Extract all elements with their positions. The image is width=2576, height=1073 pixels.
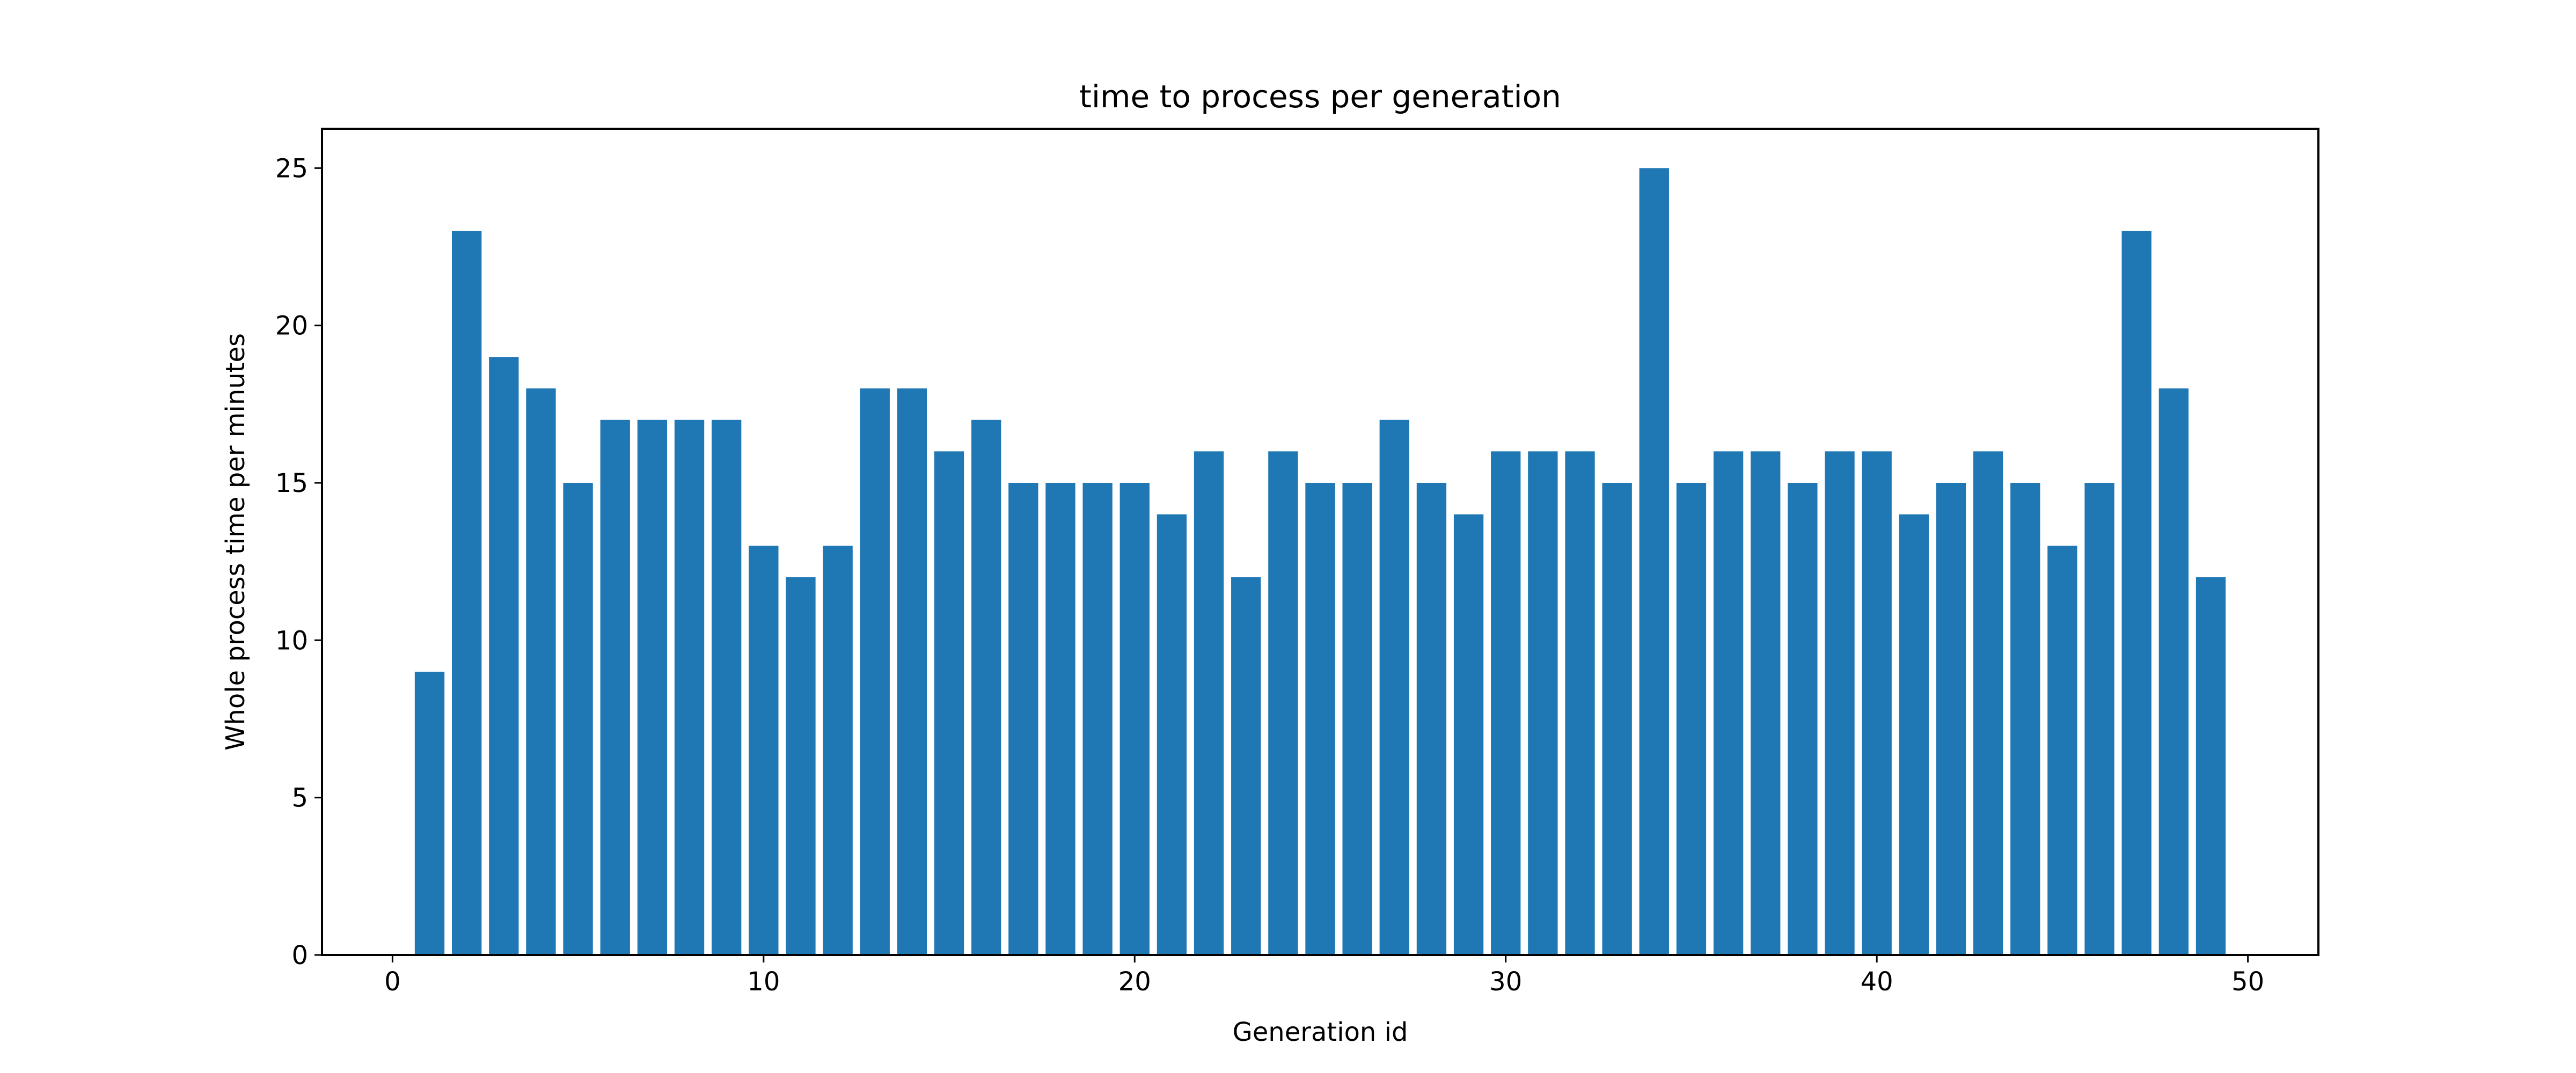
bar <box>2047 546 2077 955</box>
bar <box>1639 168 1669 956</box>
bar <box>749 546 779 955</box>
x-tick-label: 30 <box>1489 967 1522 997</box>
bar <box>1119 483 1150 955</box>
bar <box>1082 483 1113 955</box>
y-tick-label: 20 <box>275 311 308 341</box>
y-tick-label: 0 <box>291 940 308 971</box>
bar <box>1045 483 1075 955</box>
bar <box>1936 483 1966 955</box>
plot-frame <box>321 128 2319 956</box>
bar <box>1602 483 1632 955</box>
chart-title: time to process per generation <box>1079 78 1561 115</box>
bar <box>1862 451 1892 955</box>
x-tick-label: 40 <box>1861 967 1893 997</box>
bar <box>2158 388 2189 955</box>
bar <box>452 231 482 955</box>
x-tick-label: 10 <box>747 967 780 997</box>
bar <box>489 357 519 955</box>
bar <box>712 420 742 955</box>
bar <box>563 483 593 955</box>
bar <box>1379 420 1409 955</box>
bar <box>1231 577 1261 955</box>
bar <box>2121 231 2151 955</box>
bar <box>1008 483 1038 955</box>
bar <box>2084 483 2114 955</box>
x-tick-label: 0 <box>384 967 401 997</box>
bar <box>1899 514 1929 955</box>
bar <box>971 420 1001 955</box>
bars-group <box>414 168 2226 956</box>
x-axis-ticks: 0 10 20 30 40 50 <box>384 955 2264 997</box>
bar <box>2010 483 2040 955</box>
bar <box>1825 451 1855 955</box>
bar <box>1194 451 1224 955</box>
bar <box>414 672 445 955</box>
bar <box>1751 451 1781 955</box>
bar <box>1491 451 1521 955</box>
bar <box>637 420 668 955</box>
y-axis-ticks: 0 5 10 15 20 25 <box>275 153 322 971</box>
bar <box>674 420 705 955</box>
bar <box>600 420 630 955</box>
y-tick-label: 15 <box>275 468 308 498</box>
bar <box>1157 514 1187 955</box>
bar <box>1565 451 1595 955</box>
y-axis-label: Whole process time per minutes <box>221 333 251 751</box>
bar <box>823 546 853 955</box>
bar <box>897 388 927 955</box>
bar <box>1973 451 2003 955</box>
bar <box>2196 577 2226 955</box>
bar <box>1416 483 1447 955</box>
x-axis-label: Generation id <box>1233 1017 1408 1047</box>
bar <box>1528 451 1558 955</box>
bar <box>1453 514 1484 955</box>
x-tick-label: 20 <box>1118 967 1151 997</box>
bar <box>1676 483 1707 955</box>
bar <box>860 388 890 955</box>
y-tick-label: 10 <box>275 626 308 656</box>
bar <box>786 577 816 955</box>
y-tick-label: 25 <box>275 153 308 183</box>
y-tick-label: 5 <box>291 783 308 813</box>
bar <box>1342 483 1372 955</box>
bar <box>1305 483 1335 955</box>
bar <box>934 451 964 955</box>
x-tick-label: 50 <box>2231 967 2264 997</box>
bar <box>1268 451 1298 955</box>
bar <box>1788 483 1818 955</box>
bar <box>526 388 556 955</box>
bar <box>1713 451 1744 955</box>
